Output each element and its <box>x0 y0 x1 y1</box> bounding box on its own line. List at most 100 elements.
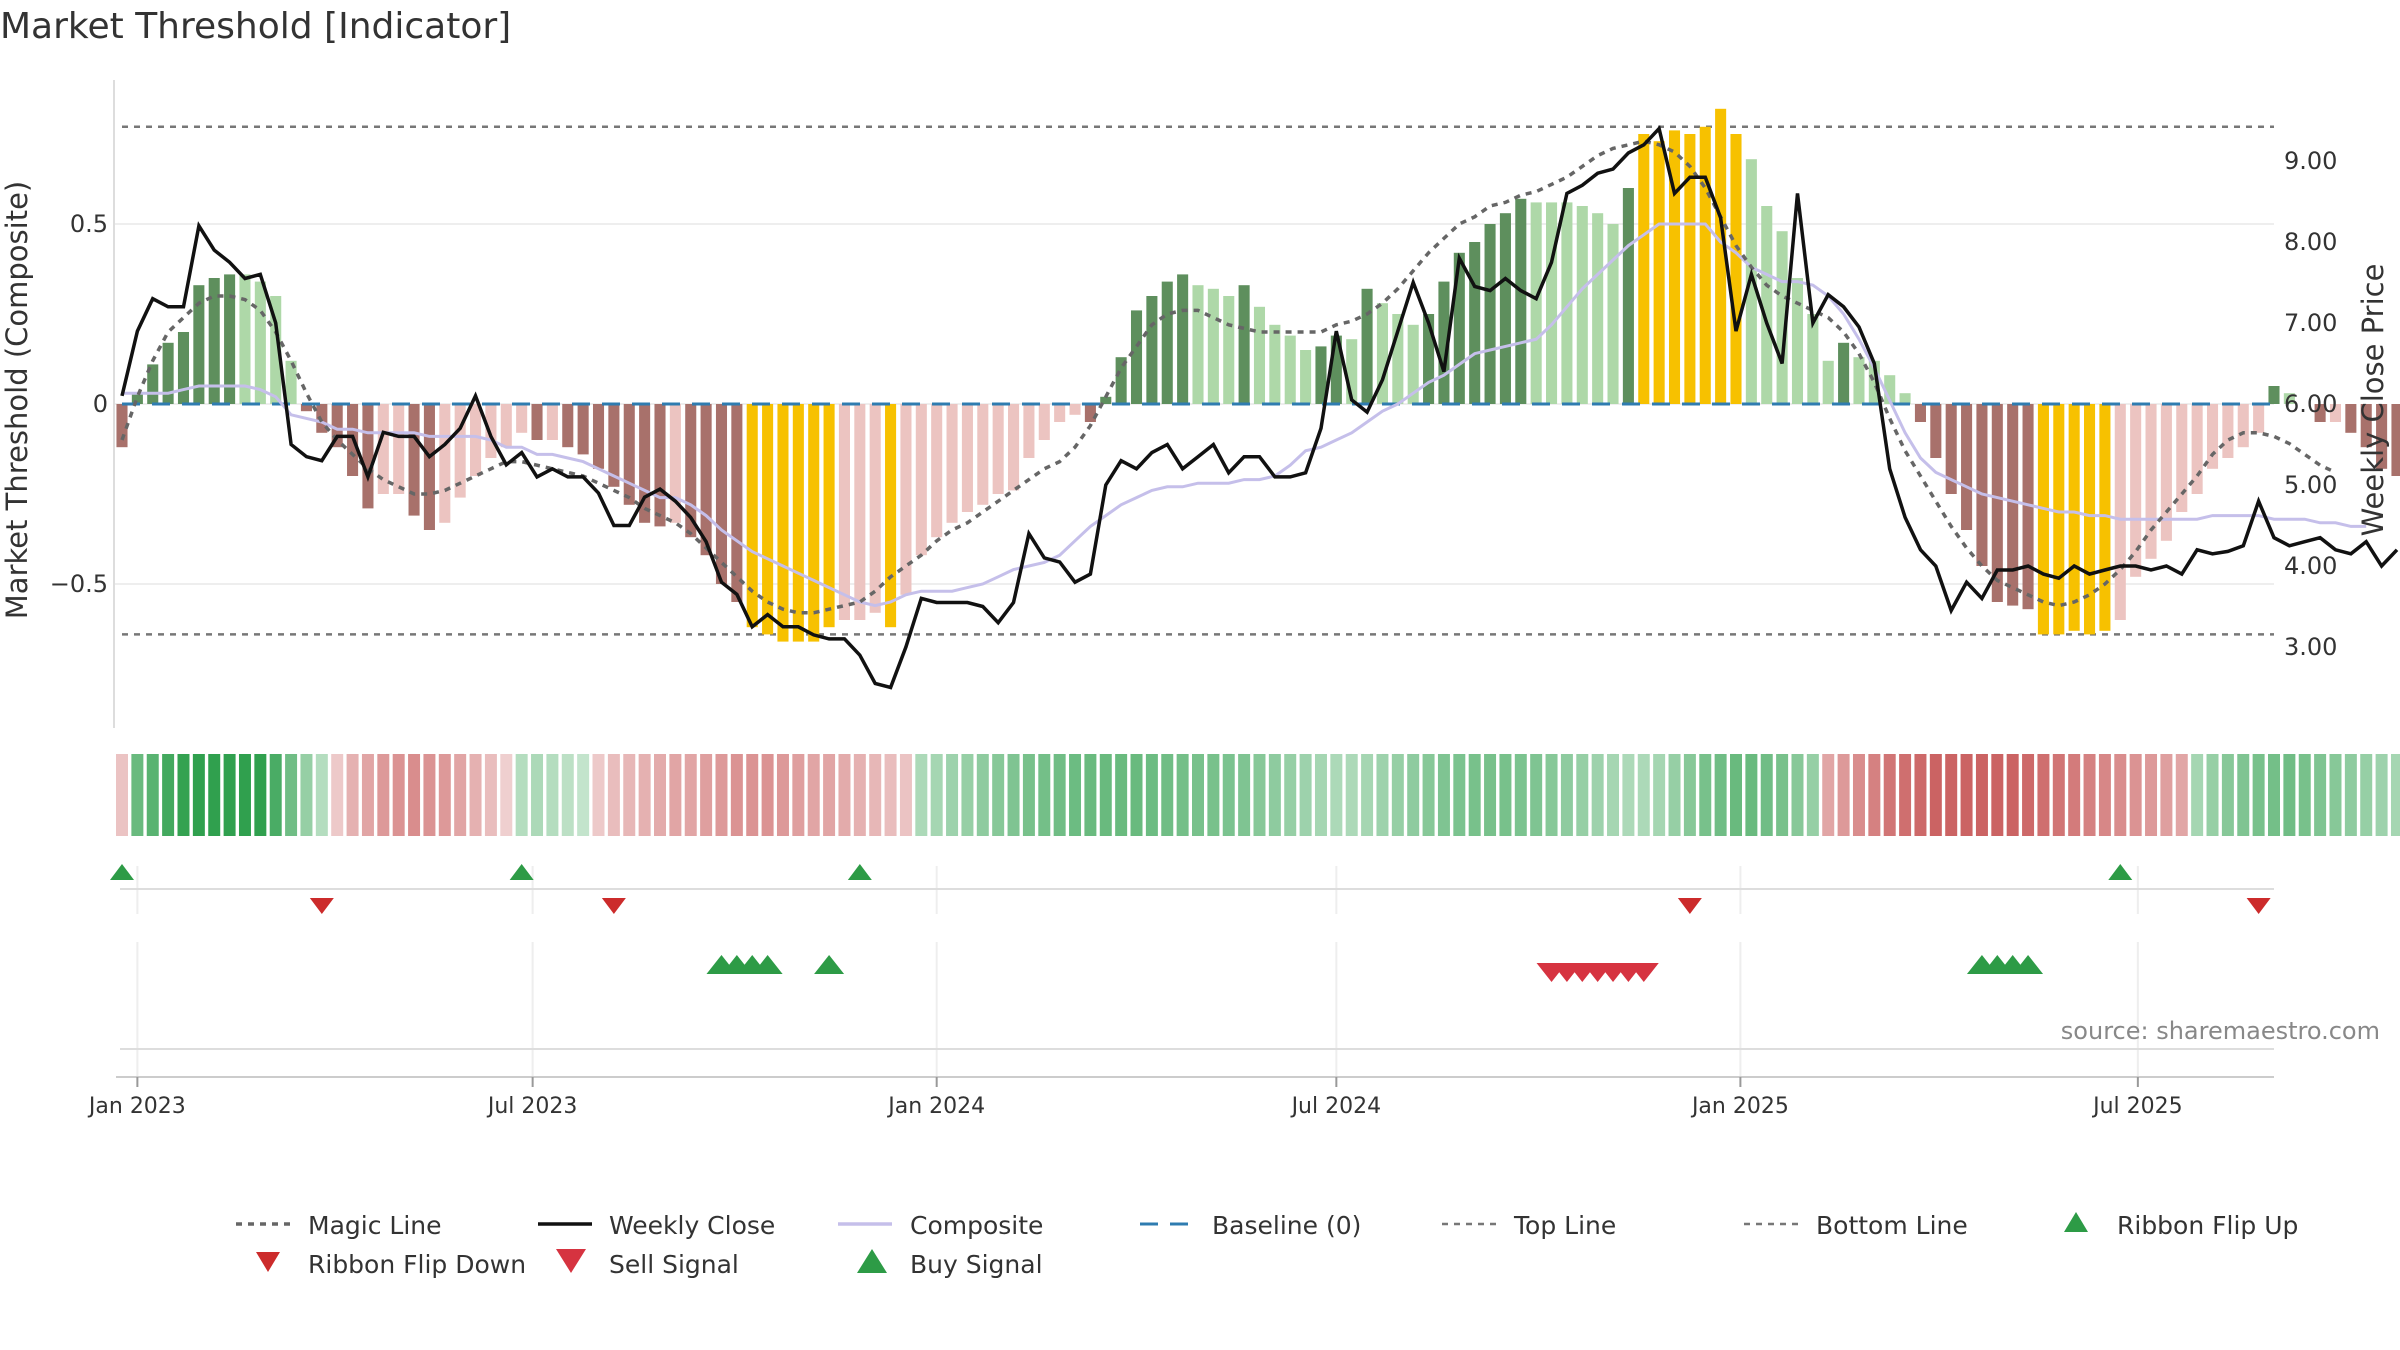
ribbon-cell <box>2375 754 2388 836</box>
buy-signal-marker <box>752 955 783 974</box>
ribbon-flip-up-marker <box>2108 864 2133 880</box>
left-axis-label: Market Threshold (Composite) <box>0 181 34 619</box>
ribbon-cell <box>1791 754 1804 836</box>
composite-bar <box>838 404 850 620</box>
ribbon-cell <box>1161 754 1174 836</box>
composite-bar <box>685 404 697 538</box>
ribbon-cell <box>162 754 175 836</box>
ribbon-cell <box>869 754 882 836</box>
composite-bar <box>516 404 528 433</box>
composite-bar <box>131 393 143 404</box>
composite-bar <box>854 404 866 620</box>
composite-bar <box>1807 314 1819 404</box>
ribbon-cell <box>116 754 128 836</box>
ribbon-cell <box>408 754 421 836</box>
ribbon-cell <box>546 754 559 836</box>
composite-bar <box>2145 404 2157 559</box>
composite-bar <box>1868 360 1880 404</box>
composite-bar <box>1484 224 1496 404</box>
ribbon-cell <box>392 754 405 836</box>
x-tick-label: Jul 2024 <box>1290 1094 1382 1119</box>
composite-bar <box>1730 134 1742 404</box>
composite-bar <box>900 404 912 595</box>
composite-bar <box>1084 404 1096 422</box>
left-tick-label: −0.5 <box>50 570 108 598</box>
ribbon-cell <box>469 754 482 836</box>
legend-label: Bottom Line <box>1816 1211 1968 1240</box>
composite-bar <box>1699 126 1711 405</box>
ribbon-cell <box>715 754 728 836</box>
composite-bar <box>1822 360 1834 404</box>
left-tick-label: 0 <box>93 390 108 418</box>
ribbon-cell <box>1637 754 1650 836</box>
ribbon-cell <box>884 754 897 836</box>
ribbon-cell <box>361 754 374 836</box>
legend-label: Ribbon Flip Down <box>308 1250 526 1279</box>
composite-bar <box>915 404 927 556</box>
composite-bar <box>1976 404 1988 566</box>
composite-bar <box>577 404 589 455</box>
ribbon-cell <box>1837 754 1850 836</box>
ribbon-cell <box>1361 754 1374 836</box>
right-tick-label: 7.00 <box>2284 309 2337 337</box>
composite-bar <box>2268 386 2280 404</box>
ribbon-cell <box>1545 754 1558 836</box>
ribbon-cell <box>423 754 436 836</box>
ribbon-cell <box>454 754 467 836</box>
ribbon-cell <box>853 754 866 836</box>
composite-bar <box>485 404 497 458</box>
ribbon-flip-up-marker <box>110 864 134 880</box>
ribbon-cell <box>961 754 974 836</box>
ribbon-cell <box>899 754 912 836</box>
composite-bar <box>2160 404 2172 541</box>
composite-bar <box>1438 281 1450 404</box>
composite-bar <box>2022 404 2034 610</box>
ribbon-cell <box>2037 754 2050 836</box>
ribbon-cell <box>1391 754 1404 836</box>
right-tick-label: 6.00 <box>2284 390 2337 418</box>
ribbon-cell <box>131 754 144 836</box>
ribbon-cell <box>654 754 666 836</box>
composite-bar <box>1130 310 1143 404</box>
composite-bar <box>1300 350 1312 404</box>
composite-bar <box>1361 288 1373 404</box>
ribbon-cell <box>1145 754 1158 836</box>
ribbon-cell <box>1607 754 1620 836</box>
composite-bar <box>2176 404 2188 512</box>
source-label: source: sharemaestro.com <box>2061 1017 2380 1045</box>
right-tick-label: 8.00 <box>2284 228 2337 256</box>
x-tick-label: Jul 2023 <box>486 1094 578 1119</box>
ribbon-cell <box>500 754 513 836</box>
ribbon-cell <box>992 754 1005 836</box>
composite-bar <box>2007 404 2019 606</box>
ribbon-cell <box>2344 754 2357 836</box>
composite-bar <box>1622 188 1634 404</box>
ribbon-cell <box>915 754 928 836</box>
composite-bar <box>777 404 789 642</box>
ribbon-flip-down-marker <box>309 898 334 914</box>
ribbon-flip-down-marker <box>601 898 626 914</box>
composite-bar <box>439 404 451 523</box>
ribbon-cell <box>285 754 298 836</box>
ribbon-cell <box>2206 754 2219 836</box>
ribbon-cell <box>1960 754 1973 836</box>
composite-bar <box>2191 404 2203 494</box>
composite-bar <box>992 404 1004 494</box>
ribbon-cell <box>238 754 251 836</box>
composite-bar <box>408 404 420 516</box>
ribbon-cell <box>1514 754 1527 836</box>
composite-bar <box>885 404 897 628</box>
ribbon-cell <box>438 754 451 836</box>
right-tick-label: 3.00 <box>2284 633 2337 661</box>
composite-bar <box>1638 134 1650 404</box>
legend-label: Composite <box>910 1211 1043 1240</box>
ribbon-cell <box>377 754 390 836</box>
composite-bar <box>239 274 251 404</box>
ribbon-cell <box>2360 754 2373 836</box>
ribbon-cell <box>2329 754 2342 836</box>
legend-item-composite: Composite <box>838 1211 1043 1240</box>
composite-bar <box>1238 285 1250 404</box>
ribbon-cell <box>1806 754 1819 836</box>
right-axis-label: Weekly Close Price <box>2356 264 2390 537</box>
composite-bar <box>546 404 558 440</box>
